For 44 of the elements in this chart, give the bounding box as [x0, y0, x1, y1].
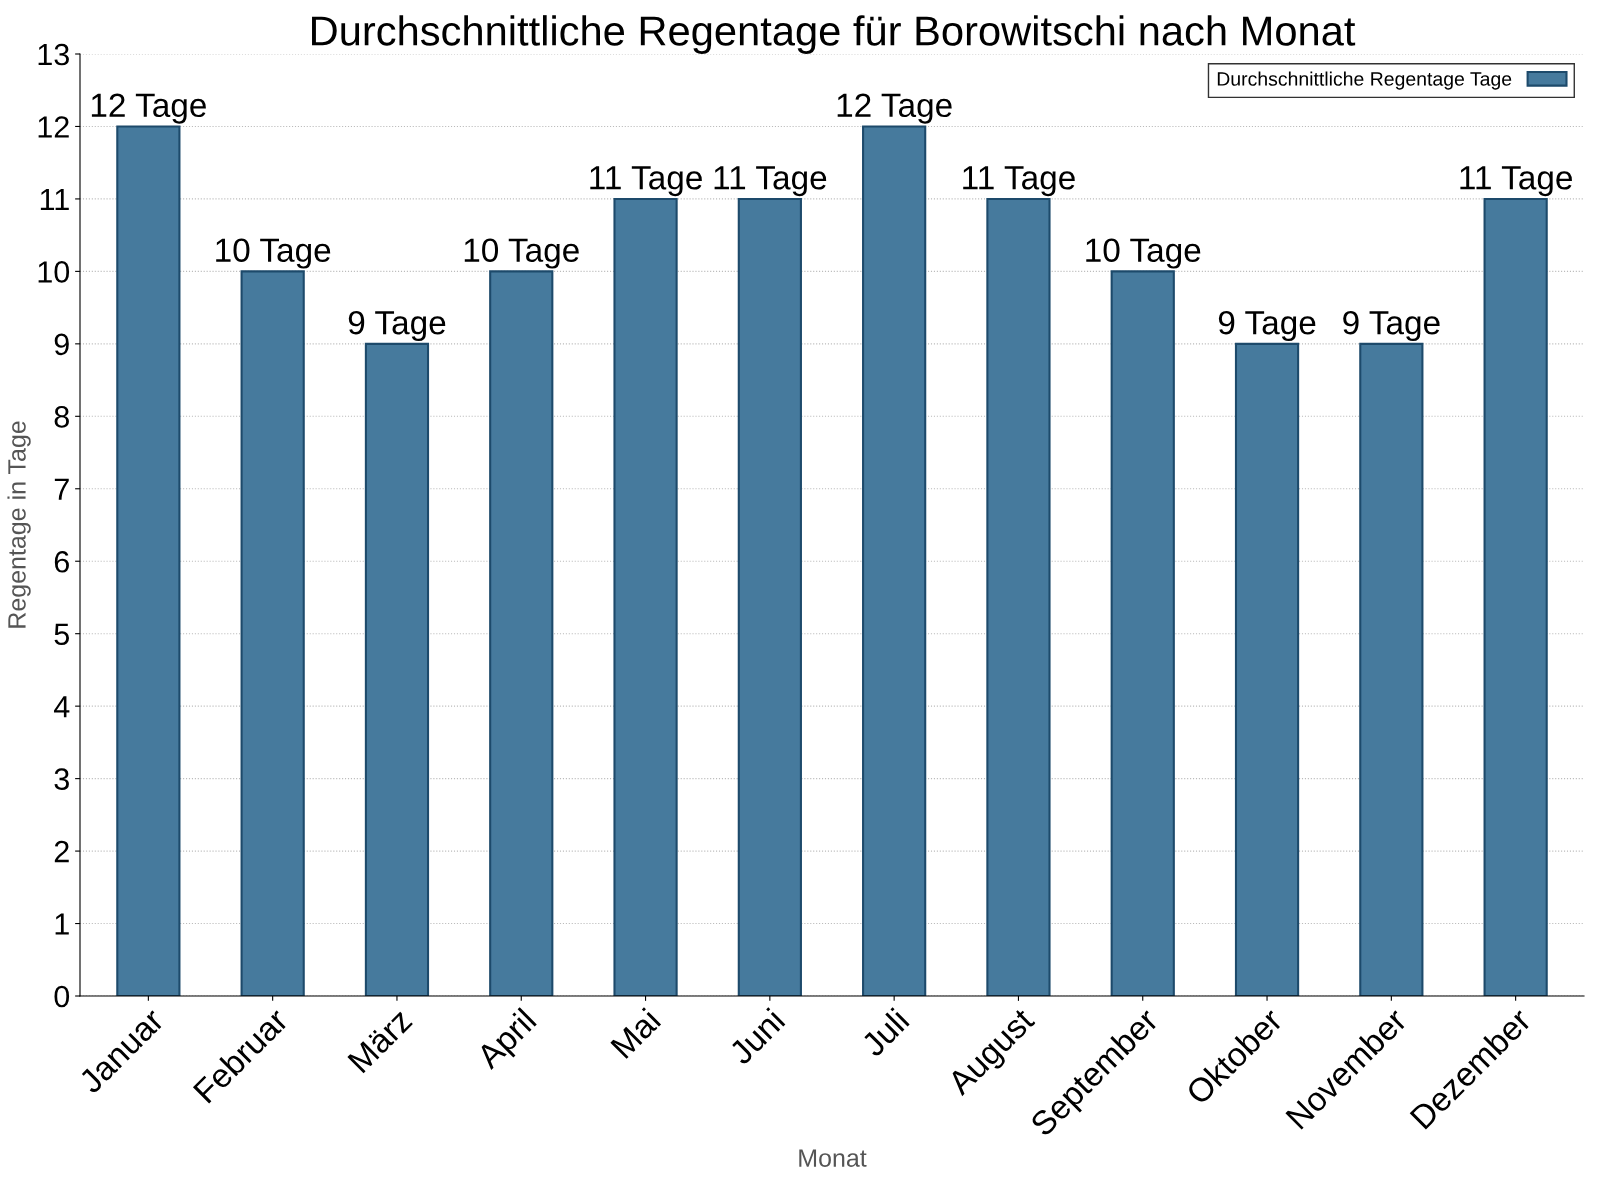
- data-label: 9 Tage: [1218, 310, 1316, 342]
- bar: [1234, 342, 1300, 996]
- data-label: 12 Tage: [91, 93, 206, 124]
- data-label: 11 Tage: [714, 166, 827, 197]
- bar: [489, 270, 554, 996]
- bar: [116, 125, 181, 996]
- bar: [1110, 270, 1175, 996]
- data-label: 12 Tage: [837, 93, 952, 124]
- bar: [364, 342, 430, 996]
- data-label: 9 Tage: [1343, 310, 1440, 342]
- bar: [862, 125, 927, 996]
- y-tick-label: 10: [38, 261, 70, 283]
- y-tick-label: 5: [54, 623, 69, 646]
- y-tick-label: 8: [54, 406, 69, 428]
- x-tick-label: Juli: [859, 1007, 910, 1059]
- y-tick-label: 4: [53, 696, 70, 718]
- data-label: 11 Tage: [590, 166, 702, 197]
- bar: [1483, 197, 1548, 996]
- data-label: 11 Tage: [963, 166, 1075, 197]
- y-tick-label: 6: [54, 550, 69, 573]
- y-tick-label: 7: [54, 478, 69, 500]
- y-tick-label: 13: [38, 43, 69, 66]
- data-label: 9 Tage: [348, 310, 446, 342]
- y-tick-label: 12: [38, 116, 69, 138]
- bar: [613, 197, 678, 996]
- data-label: 11 Tage: [1460, 166, 1572, 197]
- y-tick-label: 0: [54, 985, 70, 1008]
- data-label: 10 Tage: [1086, 238, 1201, 269]
- x-axis-title: Monat: [799, 1149, 867, 1167]
- bar: [986, 197, 1051, 996]
- y-tick-label: 2: [54, 840, 69, 863]
- y-tick-label: 11: [40, 188, 69, 210]
- data-label: 10 Tage: [216, 238, 331, 269]
- bar: [240, 270, 305, 996]
- data-label: 10 Tage: [464, 238, 579, 269]
- bar: [1359, 342, 1424, 996]
- y-tick-label: 1: [55, 913, 69, 935]
- y-tick-label: 3: [54, 768, 69, 790]
- y-axis-title: Regentage in Tage: [7, 421, 31, 628]
- y-tick-label: 9: [54, 333, 69, 356]
- bar: [737, 197, 802, 996]
- x-tick-label: Mai: [609, 1007, 662, 1060]
- legend-label: Durchschnittliche Regentage Tage: [1217, 71, 1512, 90]
- chart-title: Durchschnittliche Regentage für Borowitschi nach Monat: [312, 15, 1356, 54]
